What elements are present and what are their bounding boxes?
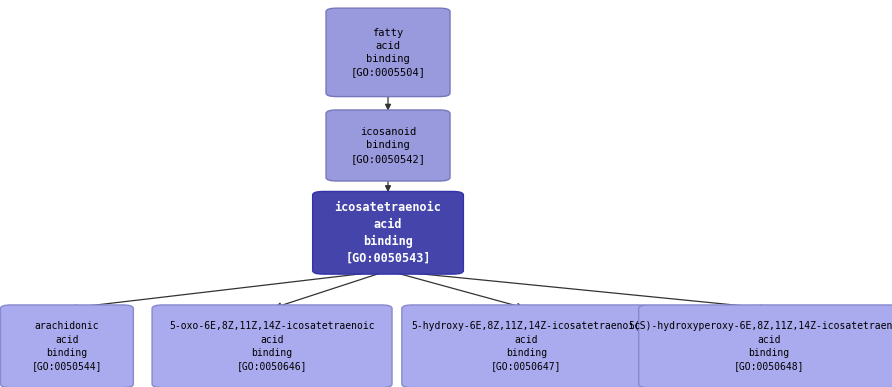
Text: arachidonic
acid
binding
[GO:0050544]: arachidonic acid binding [GO:0050544] bbox=[31, 322, 103, 371]
Text: icosanoid
binding
[GO:0050542]: icosanoid binding [GO:0050542] bbox=[351, 127, 425, 164]
FancyBboxPatch shape bbox=[0, 305, 134, 387]
FancyBboxPatch shape bbox=[152, 305, 392, 387]
Text: 5-hydroxy-6E,8Z,11Z,14Z-icosatetraenoic
acid
binding
[GO:0050647]: 5-hydroxy-6E,8Z,11Z,14Z-icosatetraenoic … bbox=[412, 322, 640, 371]
FancyBboxPatch shape bbox=[401, 305, 651, 387]
Text: icosatetraenoic
acid
binding
[GO:0050543]: icosatetraenoic acid binding [GO:0050543… bbox=[334, 201, 442, 265]
FancyBboxPatch shape bbox=[326, 8, 450, 97]
FancyBboxPatch shape bbox=[326, 110, 450, 181]
Text: fatty
acid
binding
[GO:0005504]: fatty acid binding [GO:0005504] bbox=[351, 27, 425, 77]
Text: 5-oxo-6E,8Z,11Z,14Z-icosatetraenoic
acid
binding
[GO:0050646]: 5-oxo-6E,8Z,11Z,14Z-icosatetraenoic acid… bbox=[169, 322, 375, 371]
FancyBboxPatch shape bbox=[639, 305, 892, 387]
FancyBboxPatch shape bbox=[312, 192, 464, 274]
Text: 5(S)-hydroxyperoxy-6E,8Z,11Z,14Z-icosatetraenoic
acid
binding
[GO:0050648]: 5(S)-hydroxyperoxy-6E,8Z,11Z,14Z-icosate… bbox=[628, 322, 892, 371]
